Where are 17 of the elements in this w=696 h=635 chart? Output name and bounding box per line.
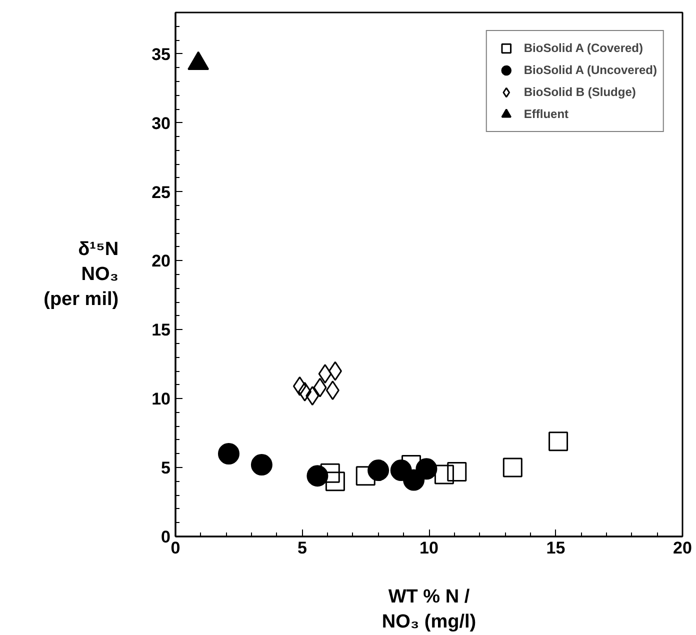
y-axis-title: δ¹⁵N NO₃ (per mil) (44, 238, 119, 310)
x-tick-label: 20 (673, 538, 692, 558)
y-tick-label: 10 (152, 390, 171, 409)
y-tick-label: 30 (152, 114, 171, 133)
legend-label: BioSolid A (Covered) (524, 41, 643, 55)
y-tick-label: 5 (161, 458, 171, 478)
legend-label: BioSolid B (Sludge) (524, 85, 636, 99)
legend-label: BioSolid A (Uncovered) (524, 63, 657, 77)
x-tick-label: 15 (546, 538, 566, 558)
x-axis-title: WT % N / NO₃ (mg/l) (382, 586, 476, 633)
y-tick-label: 20 (152, 252, 171, 271)
y-tick-label: 35 (152, 44, 171, 64)
y-tick-label: 25 (152, 182, 171, 202)
y-tick-label: 15 (152, 320, 171, 340)
x-tick-label: 5 (298, 538, 307, 558)
x-tick-label: 10 (420, 538, 438, 558)
legend-label: Effluent (524, 107, 569, 121)
